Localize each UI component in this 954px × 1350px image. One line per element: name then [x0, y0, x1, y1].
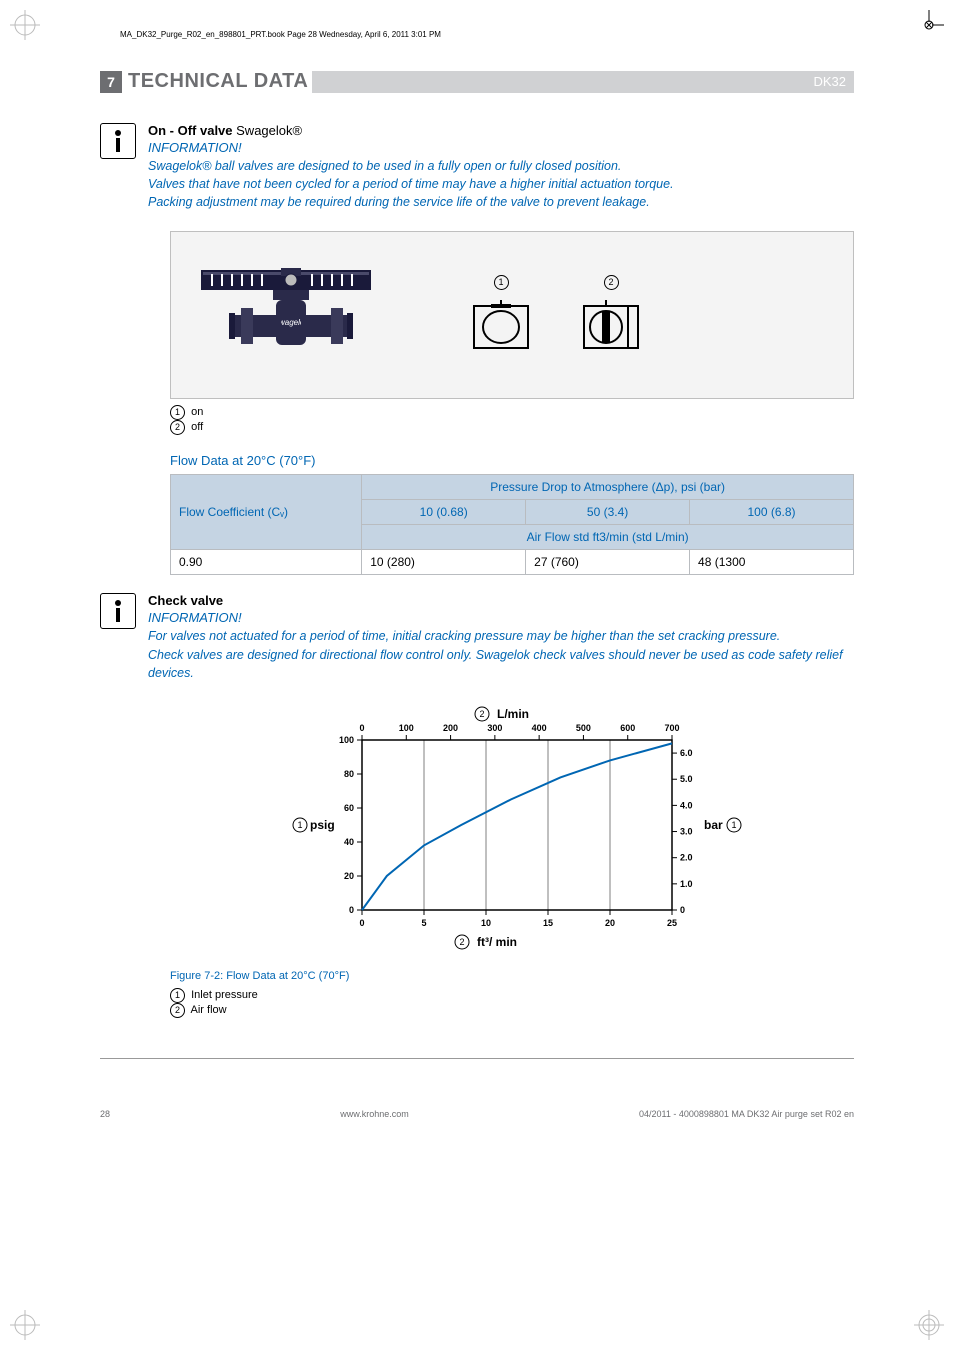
svg-text:L/min: L/min	[497, 707, 529, 721]
info-icon	[100, 593, 136, 629]
svg-text:4.0: 4.0	[680, 800, 693, 810]
header-stripe: DK32	[312, 71, 854, 93]
section-header: 7 TECHNICAL DATA DK32	[100, 70, 854, 93]
check-heading: Check valve	[148, 593, 854, 608]
svg-text:60: 60	[344, 803, 354, 813]
svg-text:20: 20	[605, 918, 615, 928]
svg-text:1: 1	[297, 820, 302, 830]
onoff-heading: On - Off valve Swagelok®	[148, 123, 674, 138]
svg-text:2.0: 2.0	[680, 852, 693, 862]
svg-text:15: 15	[543, 918, 553, 928]
section-number: 7	[100, 71, 122, 93]
circled-2: 2	[581, 272, 641, 290]
svg-text:0: 0	[680, 905, 685, 915]
svg-text:2: 2	[459, 937, 464, 947]
svg-text:bar: bar	[704, 818, 723, 832]
svg-text:0: 0	[359, 918, 364, 928]
print-mark: MA_DK32_Purge_R02_en_898801_PRT.book Pag…	[120, 30, 441, 39]
th-pressure: Pressure Drop to Atmosphere (Δp), psi (b…	[362, 475, 854, 500]
svg-text:1: 1	[731, 820, 736, 830]
svg-text:20: 20	[344, 871, 354, 881]
svg-text:psig: psig	[310, 818, 335, 832]
fig2-legend: 1 Inlet pressure 2 Air flow	[170, 988, 854, 1018]
svg-text:1.0: 1.0	[680, 879, 693, 889]
svg-text:2: 2	[479, 709, 484, 719]
footer-url: www.krohne.com	[340, 1109, 409, 1119]
info-label: INFORMATION!	[148, 610, 854, 625]
footer-doc: 04/2011 - 4000898801 MA DK32 Air purge s…	[639, 1109, 854, 1119]
svg-text:25: 25	[667, 918, 677, 928]
svg-text:500: 500	[576, 723, 591, 733]
section-title: TECHNICAL DATA	[128, 70, 308, 93]
flow-table-title: Flow Data at 20°C (70°F)	[170, 453, 854, 468]
page-footer: 28 www.krohne.com 04/2011 - 4000898801 M…	[100, 1109, 854, 1119]
circled-1: 1	[471, 272, 531, 290]
flow-chart: 0510152025010020030040050060070010080604…	[272, 700, 752, 960]
svg-text:6.0: 6.0	[680, 748, 693, 758]
flow-data-table: Flow Coefficient (Cᵥ) Pressure Drop to A…	[170, 474, 854, 575]
svg-text:80: 80	[344, 769, 354, 779]
page-number: 28	[100, 1109, 110, 1119]
info-label: INFORMATION!	[148, 140, 674, 155]
svg-text:0: 0	[349, 905, 354, 915]
svg-text:100: 100	[339, 735, 354, 745]
svg-text:300: 300	[487, 723, 502, 733]
onoff-caption: 1 on 2 off	[170, 405, 854, 435]
onoff-figure: Swagelok 1	[170, 231, 854, 399]
model-label: DK32	[813, 71, 846, 93]
svg-text:5.0: 5.0	[680, 774, 693, 784]
onoff-info-text: Swagelok® ball valves are designed to be…	[148, 157, 674, 211]
info-icon	[100, 123, 136, 159]
svg-text:3.0: 3.0	[680, 826, 693, 836]
fig2-caption: Figure 7-2: Flow Data at 20°C (70°F)	[170, 970, 854, 982]
svg-text:0: 0	[359, 723, 364, 733]
svg-text:400: 400	[532, 723, 547, 733]
svg-text:5: 5	[421, 918, 426, 928]
svg-text:10: 10	[481, 918, 491, 928]
th-cv: Flow Coefficient (Cᵥ)	[171, 475, 362, 550]
check-info-text: For valves not actuated for a period of …	[148, 627, 854, 681]
svg-text:100: 100	[399, 723, 414, 733]
svg-text:700: 700	[664, 723, 679, 733]
svg-text:200: 200	[443, 723, 458, 733]
svg-text:40: 40	[344, 837, 354, 847]
svg-text:600: 600	[620, 723, 635, 733]
svg-text:ft³/ min: ft³/ min	[477, 935, 517, 949]
